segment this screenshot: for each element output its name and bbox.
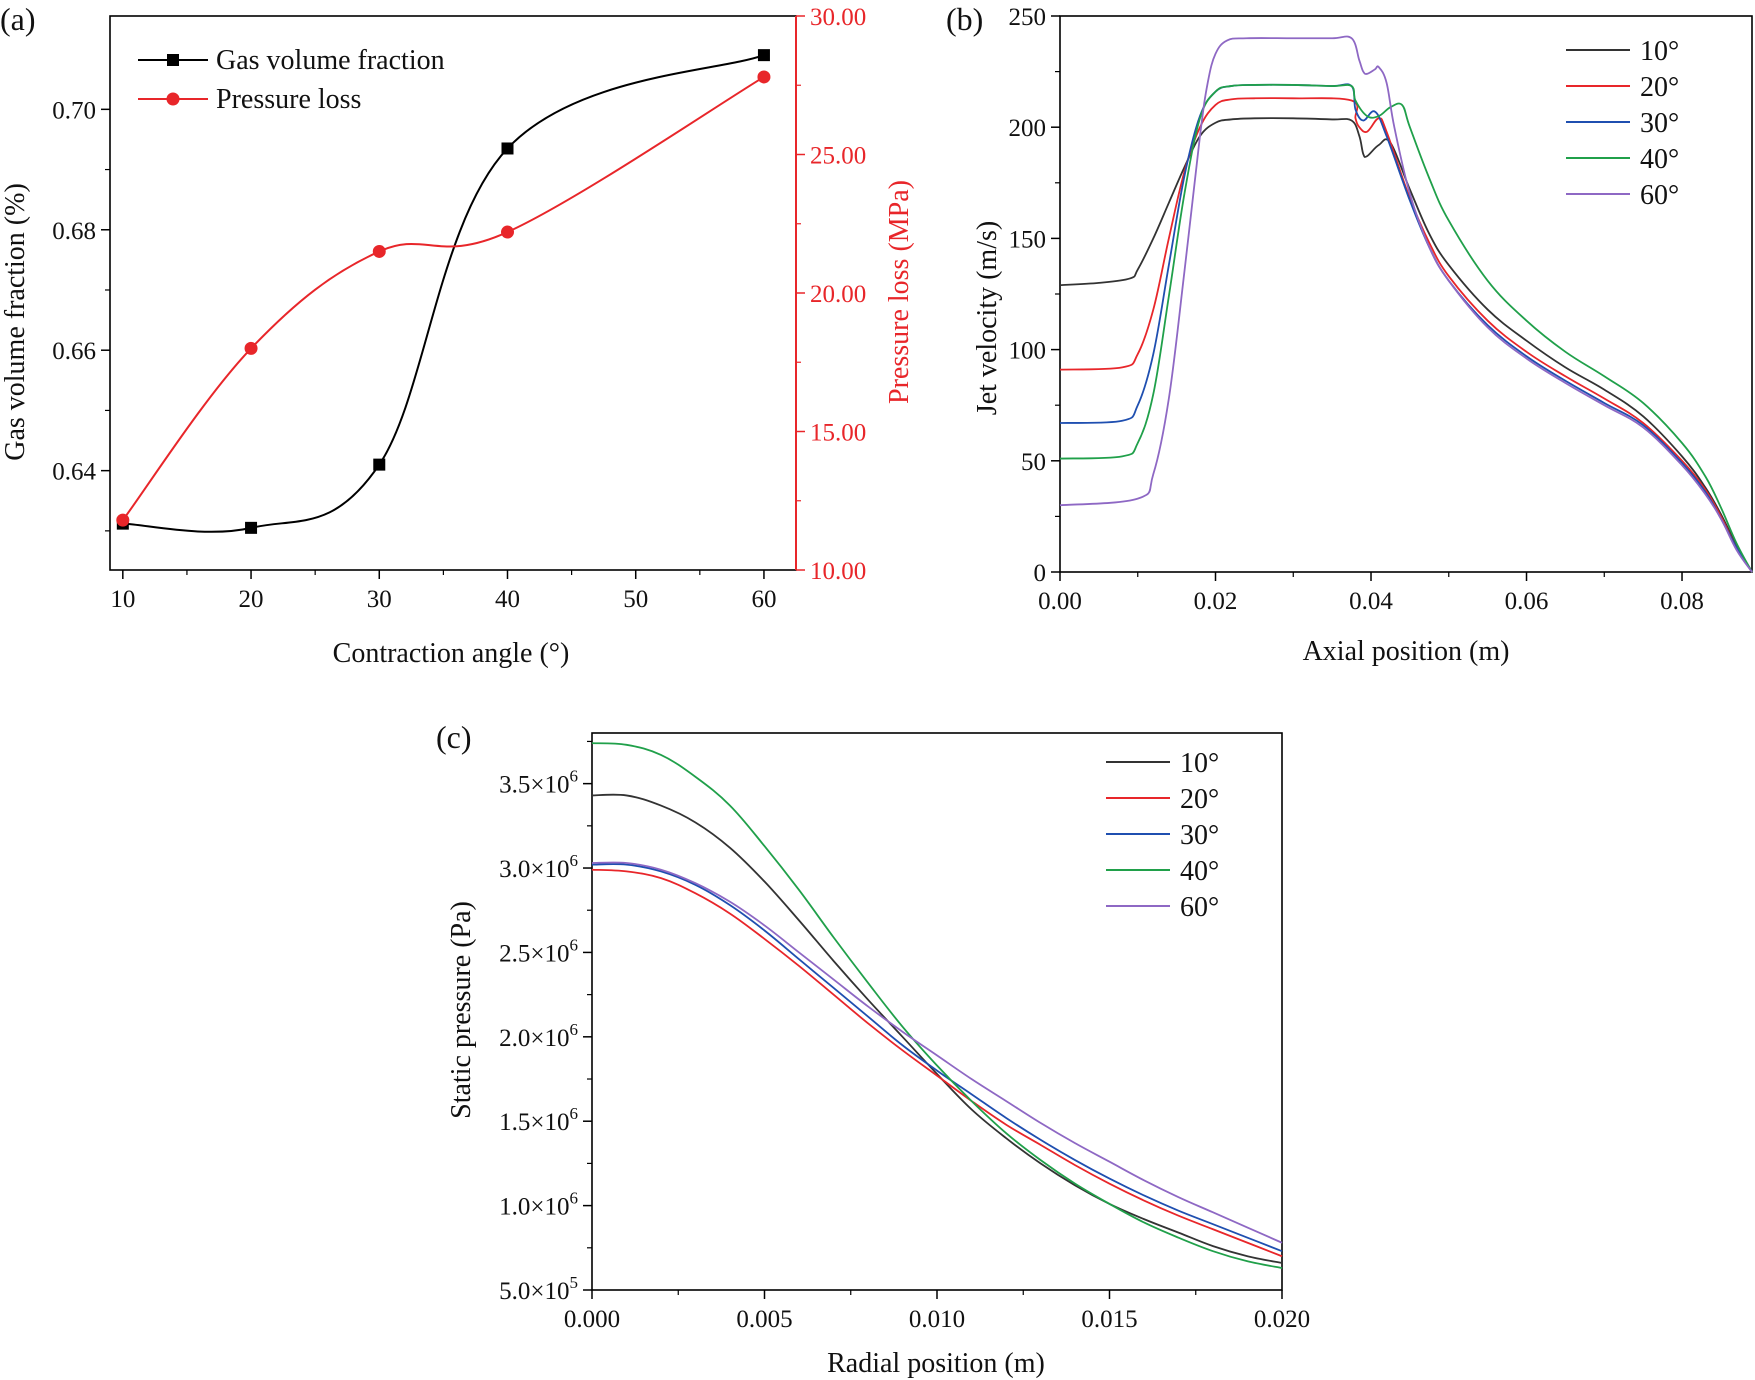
panel-a-xtick-label: 50 [623, 586, 648, 613]
panel-c-legend-label: 30° [1180, 820, 1219, 851]
panel-b-series-line-4 [1059, 83, 1753, 573]
panel-a-series-line-gas-volume-fraction [122, 54, 765, 533]
panel-a-ytick-label: 0.66 [52, 338, 96, 365]
panel-b-label: (b) [946, 1, 983, 37]
panel-b: (b) Axial position (m) Jet velocity (m/s… [946, 1, 1753, 667]
panel-b-ytick-label: 0 [1034, 560, 1047, 587]
panel-b-ytick-label: 100 [1009, 338, 1047, 365]
panel-b-xtick-label: 0.08 [1660, 588, 1704, 615]
panel-c-label: (c) [436, 719, 472, 755]
panel-a-y2tick-label: 25.00 [810, 143, 866, 170]
panel-a-point-circle [757, 70, 771, 84]
panel-c-ytick-label: 3.5×106 [499, 767, 578, 799]
panel-a-xtick-label: 30 [367, 586, 392, 613]
panel-a-point-square [373, 458, 386, 471]
panel-a-xtick-label: 40 [495, 586, 520, 613]
panel-b-ytick-label: 150 [1009, 226, 1047, 253]
panel-c-ytick-label: 1.0×106 [499, 1189, 578, 1221]
panel-a-y2tick-label: 15.00 [810, 420, 866, 447]
panel-b-series-line-5 [1059, 35, 1753, 573]
panel-a-xtick-label: 20 [239, 586, 264, 613]
panel-c-ytick-label: 5.0×105 [499, 1273, 578, 1305]
panel-b-legend-label: 40° [1640, 144, 1679, 175]
panel-c-series-line-3 [591, 863, 1283, 1253]
panel-a-legend-label: Gas volume fraction [216, 45, 445, 76]
panel-a-ytick-label: 0.68 [52, 218, 96, 245]
panel-c-ytick-label: 3.0×106 [499, 851, 578, 883]
panel-a-xlabel: Contraction angle (°) [333, 638, 570, 669]
panel-b-series-line-3 [1059, 83, 1753, 573]
panel-b-ytick-label: 50 [1021, 449, 1046, 476]
panel-c-xtick-label: 0.010 [909, 1306, 965, 1333]
panel-c-plot-area: 0.000 0.005 0.010 0.015 0.020 5.0×105 1.0×106 1… [499, 732, 1310, 1333]
panel-a-point-square [757, 49, 770, 62]
panel-c-legend-label: 40° [1180, 856, 1219, 887]
panel-a: (a) Contraction angle (°) Gas volume fra… [0, 1, 915, 669]
panel-c-xlabel: Radial position (m) [827, 1348, 1045, 1379]
panel-b-xtick-label: 0.04 [1349, 588, 1393, 615]
panel-b-ylabel: Jet velocity (m/s) [972, 221, 1003, 415]
panel-a-y2label: Pressure loss (MPa) [884, 180, 915, 404]
panel-a-xtick-label: 10 [110, 586, 135, 613]
panel-b-series-line-1 [1059, 117, 1753, 573]
panel-c-ytick-label: 2.0×106 [499, 1020, 578, 1052]
panel-a-ytick-label: 0.70 [52, 97, 96, 124]
panel-c-ytick-label: 1.5×106 [499, 1104, 578, 1136]
panel-b-plot-area: 0.00 0.02 0.04 0.06 0.08 0 50 100 150 200 250 10° 20… [1009, 4, 1753, 615]
panel-c-series-line-2 [591, 868, 1283, 1258]
panel-a-legend-marker [166, 92, 180, 106]
panel-a-point-circle [116, 513, 130, 527]
panel-b-legend-label: 10° [1640, 36, 1679, 67]
panel-c-ylabel: Static pressure (Pa) [446, 901, 477, 1119]
panel-c-frame [591, 732, 1283, 1291]
panel-c-xtick-label: 0.005 [736, 1306, 792, 1333]
panel-a-label: (a) [0, 1, 36, 37]
panel-c: (c) Radial position (m) Static pressure … [436, 719, 1310, 1379]
panel-a-point-square [245, 521, 258, 534]
panel-b-ytick-label: 250 [1009, 4, 1047, 31]
panel-c-legend-label: 20° [1180, 784, 1219, 815]
panel-a-y2tick-label: 20.00 [810, 281, 866, 308]
panel-a-xtick-label: 60 [751, 586, 776, 613]
panel-a-y2tick-label: 30.00 [810, 4, 866, 31]
panel-a-y2tick-label: 10.00 [810, 558, 866, 585]
panel-a-point-circle [500, 225, 514, 239]
panel-a-point-circle [244, 341, 258, 355]
panel-b-legend-label: 30° [1640, 108, 1679, 139]
panel-b-legend-label: 60° [1640, 180, 1679, 211]
panel-c-series-line-1 [591, 793, 1283, 1264]
panel-a-series-line-pressure-loss [122, 76, 765, 521]
panel-b-xtick-label: 0.06 [1505, 588, 1549, 615]
panel-b-ytick-label: 200 [1009, 115, 1047, 142]
panel-b-series-line-2 [1059, 97, 1753, 573]
panel-a-plot-area: 10 20 30 40 50 60 0.64 0.66 0.68 0.70 10.00 15.00 20… [52, 4, 866, 613]
panel-a-legend-marker [167, 54, 179, 66]
panel-b-xtick-label: 0.02 [1194, 588, 1238, 615]
panel-c-legend-label: 10° [1180, 748, 1219, 779]
panel-a-ytick-label: 0.64 [52, 459, 96, 486]
panel-b-xlabel: Axial position (m) [1303, 636, 1510, 667]
panel-a-legend-label: Pressure loss [216, 84, 361, 115]
panel-c-series-line-5 [591, 861, 1283, 1244]
panel-a-frame [109, 15, 797, 571]
panel-c-series-line-4 [591, 742, 1283, 1269]
panel-c-ytick-label: 2.5×106 [499, 935, 578, 967]
panel-b-legend-label: 20° [1640, 72, 1679, 103]
panel-b-xtick-label: 0.00 [1038, 588, 1082, 615]
panel-c-xtick-label: 0.015 [1081, 1306, 1137, 1333]
panel-c-xtick-label: 0.020 [1254, 1306, 1310, 1333]
panel-a-point-circle [372, 244, 386, 258]
panel-a-point-square [501, 142, 514, 155]
panel-c-legend-label: 60° [1180, 892, 1219, 923]
panel-a-ylabel: Gas volume fraction (%) [0, 183, 31, 461]
panel-c-xtick-label: 0.000 [564, 1306, 620, 1333]
